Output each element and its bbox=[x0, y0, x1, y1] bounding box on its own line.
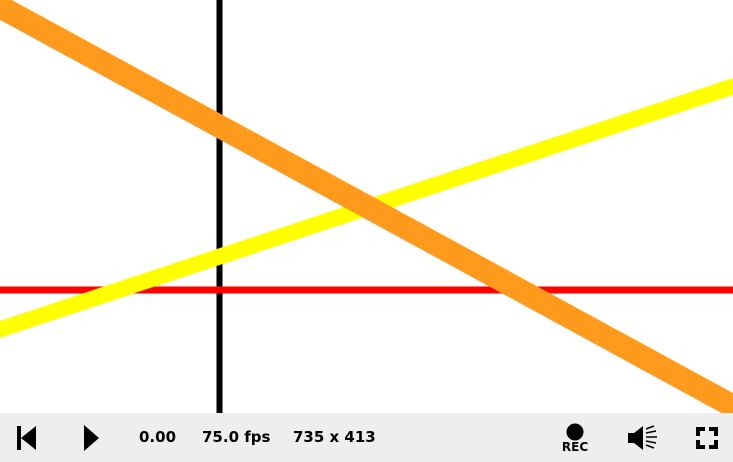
orange-diagonal-line bbox=[0, 0, 733, 413]
player-controls-bar: 0.00 75.0 fps 735 x 413 REC bbox=[0, 413, 733, 462]
canvas-drawing bbox=[0, 0, 733, 413]
play-icon bbox=[84, 424, 99, 451]
skip-to-start-icon bbox=[17, 425, 36, 450]
fps-display: 75.0 fps bbox=[202, 428, 271, 446]
volume-icon bbox=[628, 424, 657, 450]
record-icon bbox=[566, 423, 584, 440]
fullscreen-icon bbox=[696, 426, 718, 449]
resolution-display: 735 x 413 bbox=[293, 428, 376, 446]
restart-button[interactable] bbox=[12, 413, 40, 462]
render-canvas[interactable] bbox=[0, 0, 733, 413]
record-button[interactable]: REC bbox=[554, 413, 596, 462]
fullscreen-button[interactable] bbox=[692, 413, 722, 462]
record-label: REC bbox=[561, 439, 589, 454]
time-display: 0.00 bbox=[139, 428, 177, 446]
play-button[interactable] bbox=[78, 413, 104, 462]
volume-button[interactable] bbox=[624, 413, 660, 462]
